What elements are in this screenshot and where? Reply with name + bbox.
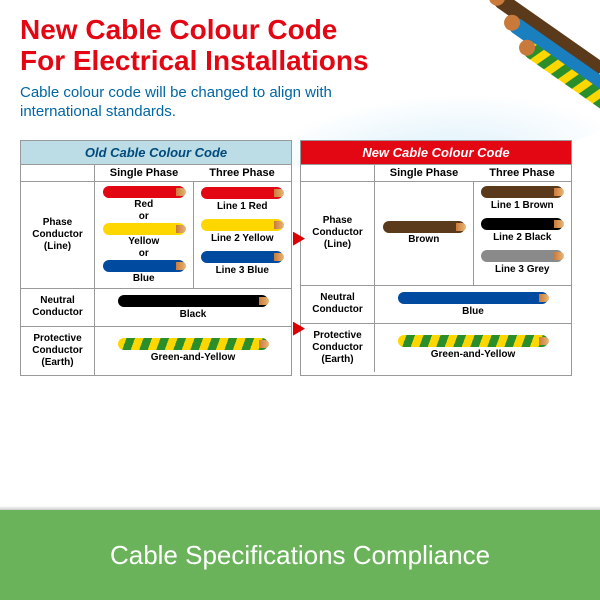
row-label: NeutralConductor (301, 286, 375, 323)
three-phase-col: Line 1 Red Line 2 Yellow Line 3 Blue (194, 182, 292, 288)
single-phase-header: Single Phase (95, 165, 193, 182)
cable-graphic (398, 335, 548, 347)
cable-graphic (201, 251, 283, 263)
three-phase-header: Three Phase (193, 165, 291, 182)
full-width-col: Black (95, 289, 291, 326)
cable-graphic (201, 187, 283, 199)
cable-label: Green-and-Yellow (151, 352, 235, 363)
cable-graphic (383, 221, 465, 233)
full-width-col: Blue (375, 286, 571, 323)
earth-conductor-row: ProtectiveConductor(Earth) Green-and-Yell… (301, 324, 571, 372)
three-phase-col: Line 1 Brown Line 2 Black Line 3 Grey (474, 182, 572, 285)
single-phase-header: Single Phase (375, 165, 473, 182)
or-text: or (139, 248, 149, 259)
cable-label: Blue (133, 273, 155, 284)
cable-graphic (481, 250, 563, 262)
footer-text: Cable Specifications Compliance (110, 540, 490, 571)
row-label: PhaseConductor(Line) (301, 182, 375, 285)
content-col: RedorYelloworBlueLine 1 RedLine 2 Yellow… (95, 182, 291, 288)
cable-graphic (201, 219, 283, 231)
cable-label: Yellow (128, 236, 159, 247)
line-label: Line 3 Grey (495, 264, 549, 275)
title-line-1: New Cable Colour Code (20, 14, 337, 45)
line-label: Line 2 Black (493, 232, 551, 243)
cable-graphic (118, 295, 268, 307)
earth-conductor-row: ProtectiveConductor(Earth) Green-and-Yell… (21, 327, 291, 375)
row-label: ProtectiveConductor(Earth) (301, 324, 375, 372)
cable-graphic (481, 186, 563, 198)
table-header: New Cable Colour Code (301, 141, 571, 165)
neutral-conductor-row: NeutralConductor Black (21, 289, 291, 327)
row-label: ProtectiveConductor(Earth) (21, 327, 95, 375)
footer-banner: Cable Specifications Compliance (0, 510, 600, 600)
cable-graphic (103, 223, 185, 235)
cable-graphic (398, 292, 548, 304)
cable-graphic (103, 260, 185, 272)
cable-label: Blue (462, 306, 484, 317)
table-header: Old Cable Colour Code (21, 141, 291, 165)
cable-graphic (481, 218, 563, 230)
cable-label: Green-and-Yellow (431, 349, 515, 360)
label-col-blank (301, 165, 375, 182)
sub-header-row: Single PhaseThree Phase (21, 165, 291, 182)
old-code-table: Old Cable Colour CodeSingle PhaseThree P… (20, 140, 292, 376)
single-phase-col: Brown (375, 182, 474, 285)
cable-graphic (103, 186, 185, 198)
title-line-2: For Electrical Installations (20, 45, 369, 76)
cable-label: Black (180, 309, 207, 320)
phase-conductor-row: PhaseConductor(Line)RedorYelloworBlueLin… (21, 182, 291, 289)
or-text: or (139, 211, 149, 222)
cable-label: Brown (408, 234, 439, 245)
sub-header-row: Single PhaseThree Phase (301, 165, 571, 182)
cable-graphic (118, 338, 268, 350)
comparison-tables: Old Cable Colour CodeSingle PhaseThree P… (20, 140, 580, 376)
new-code-table: New Cable Colour CodeSingle PhaseThree P… (300, 140, 572, 376)
row-label: NeutralConductor (21, 289, 95, 326)
cable-label: Red (134, 199, 153, 210)
row-label: PhaseConductor(Line) (21, 182, 95, 288)
decorative-cables (400, 0, 600, 110)
line-label: Line 1 Red (217, 201, 268, 212)
full-width-col: Green-and-Yellow (375, 324, 571, 372)
line-label: Line 3 Blue (216, 265, 269, 276)
neutral-conductor-row: NeutralConductor Blue (301, 286, 571, 324)
full-width-col: Green-and-Yellow (95, 327, 291, 375)
line-label: Line 1 Brown (491, 200, 554, 211)
content-col: Brown Line 1 Brown Line 2 Black Line 3 Grey (375, 182, 571, 285)
line-label: Line 2 Yellow (211, 233, 274, 244)
single-phase-col: RedorYelloworBlue (95, 182, 194, 288)
three-phase-header: Three Phase (473, 165, 571, 182)
label-col-blank (21, 165, 95, 182)
phase-conductor-row: PhaseConductor(Line)BrownLine 1 BrownLin… (301, 182, 571, 286)
